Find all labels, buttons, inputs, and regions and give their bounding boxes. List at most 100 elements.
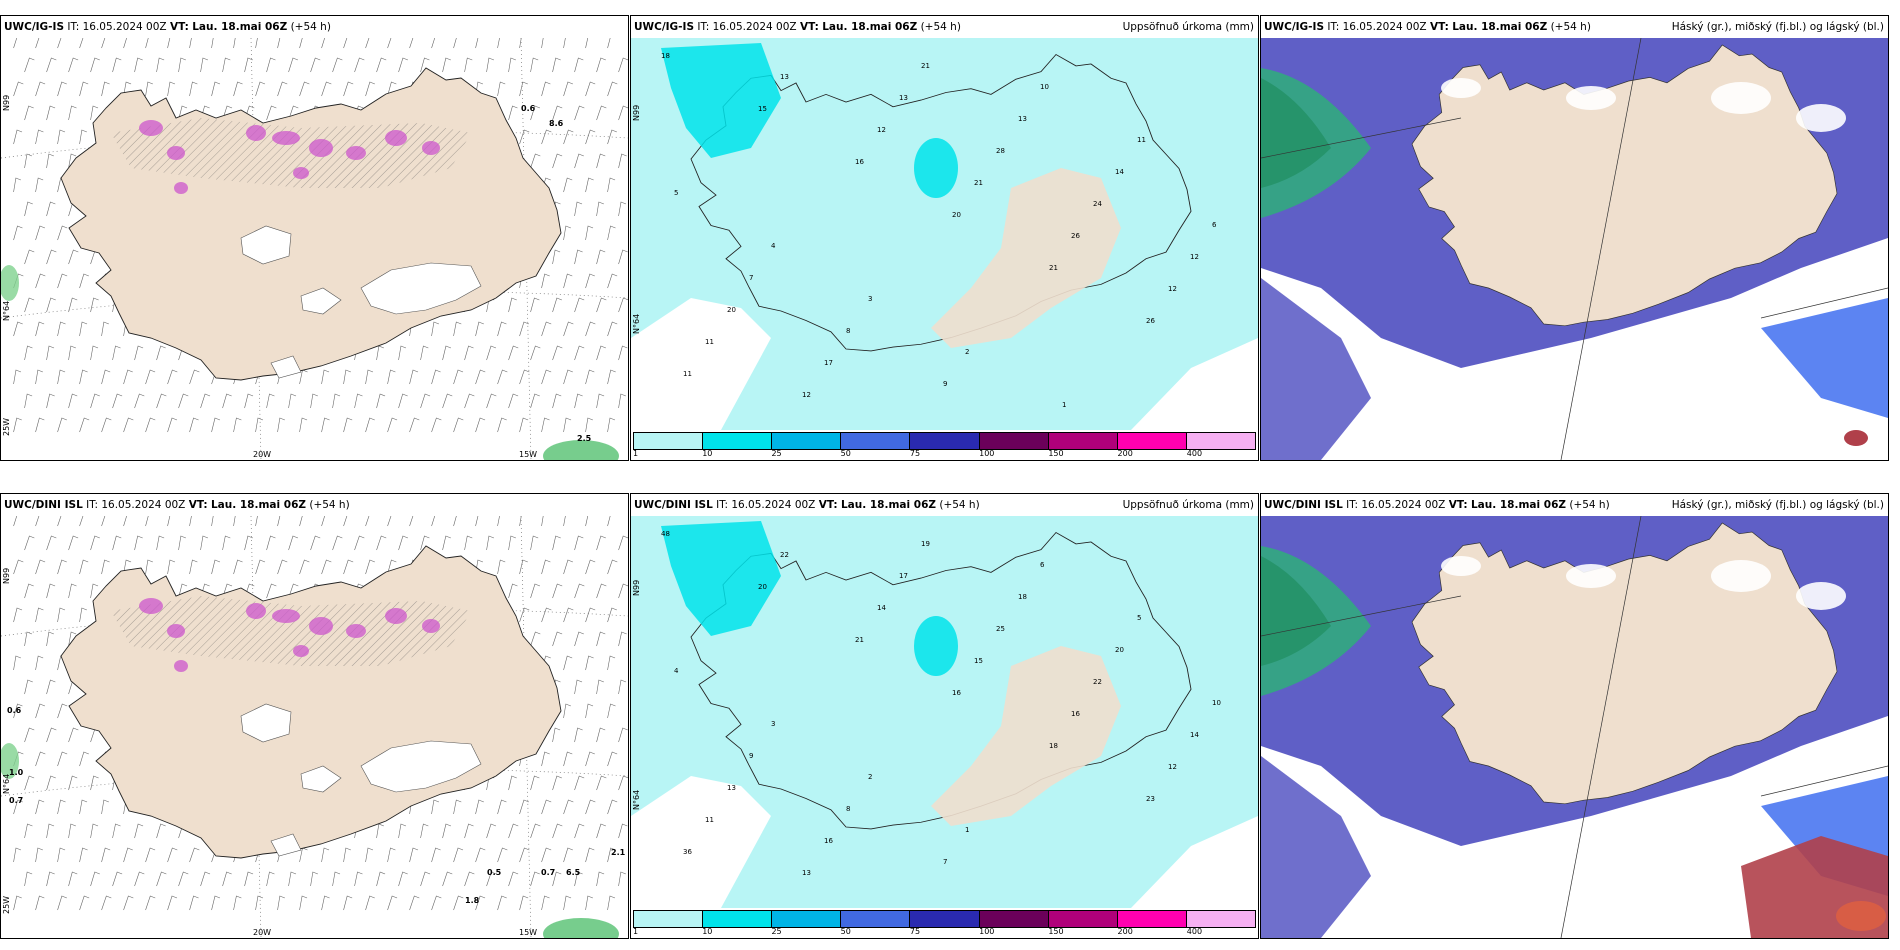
- wind-barb: [288, 583, 299, 599]
- wind-barb: [376, 535, 387, 551]
- wind-barb: [57, 38, 62, 49]
- precip-at-sea: [543, 918, 619, 938]
- scale-tick-label: 50: [840, 927, 851, 936]
- scale-swatch: [979, 433, 1049, 449]
- wind-barb: [497, 559, 506, 575]
- wind-barb: [145, 847, 156, 863]
- wind-barb: [211, 38, 214, 49]
- wind-barb: [519, 847, 530, 863]
- wind-barb: [563, 273, 573, 289]
- wind-barb: [607, 38, 611, 49]
- wind-map: [1, 516, 628, 938]
- wind-barb: [563, 38, 566, 49]
- wind-barb: [530, 105, 541, 121]
- wind-barb: [552, 535, 561, 551]
- scale-swatch: [1048, 433, 1118, 449]
- wind-barb: [189, 417, 199, 433]
- wind-barb: [541, 607, 552, 623]
- scale-tick-label: 400: [1186, 927, 1203, 936]
- wind-barb: [145, 81, 153, 97]
- wind-barb: [24, 775, 35, 791]
- scale-tick-label: 1: [633, 449, 639, 458]
- wind-barb: [442, 393, 453, 409]
- wind-barb: [431, 516, 436, 527]
- precip-value: 14: [1190, 731, 1199, 739]
- wind-barb: [365, 369, 374, 385]
- wind-barb: [618, 535, 628, 551]
- precip-value: 12: [1168, 285, 1177, 293]
- wind-barb: [486, 57, 495, 73]
- snow-cell: [293, 167, 309, 179]
- wind-barb: [112, 393, 123, 409]
- wind-barb: [299, 81, 310, 97]
- scale-swatch: [1186, 433, 1255, 449]
- cloud-map: [1261, 38, 1888, 460]
- precip-value: 18: [1018, 593, 1027, 601]
- init-time: IT: 16.05.2024 00Z: [1327, 21, 1427, 33]
- wind-barb: [79, 751, 89, 767]
- precip-value: 12: [877, 126, 886, 134]
- wind-barb: [13, 516, 18, 527]
- wind-barb: [387, 369, 396, 385]
- wind-barb: [420, 57, 430, 73]
- wind-barb: [607, 703, 616, 719]
- wind-barb: [145, 559, 153, 575]
- panel-header: UWC/IG-IS IT: 16.05.2024 00Z VT: Lau. 18…: [631, 16, 1258, 38]
- wind-barb: [189, 559, 198, 575]
- wind-barb: [167, 417, 178, 433]
- wind-barb: [585, 177, 594, 193]
- wind-barb: [35, 38, 40, 49]
- wind-barb: [266, 583, 277, 599]
- wind-barb: [596, 345, 606, 361]
- snow-cell: [309, 617, 333, 635]
- precip-value: 11: [1137, 136, 1146, 144]
- scale-tick-label: 75: [909, 927, 921, 936]
- wind-barb: [123, 559, 132, 575]
- precip-value: 18: [661, 52, 670, 60]
- wind-barb: [398, 57, 409, 73]
- wind-barb: [541, 895, 550, 911]
- glacier-area: [360, 262, 482, 315]
- wind-barb: [508, 57, 516, 73]
- wind-barb: [79, 273, 89, 289]
- wind-barb: [585, 607, 596, 623]
- precip-value: 7: [943, 858, 947, 866]
- value-label: 6.5: [566, 868, 581, 877]
- wind-barb: [145, 417, 156, 433]
- lead-time: (+54 h): [920, 21, 961, 33]
- wind-barb: [222, 535, 231, 551]
- wind-barb: [57, 129, 66, 145]
- wind-barb: [35, 607, 44, 623]
- wind-barb: [101, 321, 109, 337]
- panel-title: Uppsöfnuð úrkoma (mm): [1122, 499, 1254, 511]
- wind-barb: [299, 38, 303, 49]
- scale-tick-label: 100: [979, 927, 995, 936]
- wind-barb: [123, 369, 133, 385]
- wind-barb: [343, 81, 354, 97]
- wind-barb: [79, 516, 84, 527]
- wind-barb: [486, 823, 497, 839]
- init-time: IT: 16.05.2024 00Z: [716, 499, 816, 511]
- precip-value: 13: [727, 784, 736, 792]
- wind-barb: [420, 823, 429, 839]
- wind-barb: [90, 583, 99, 599]
- precip-value: 20: [952, 211, 961, 219]
- init-time: IT: 16.05.2024 00Z: [1346, 499, 1446, 511]
- wind-barb: [618, 727, 628, 743]
- wind-barb: [464, 871, 475, 887]
- wind-barb: [530, 871, 540, 887]
- wind-barb: [508, 105, 518, 121]
- wind-barb: [530, 823, 541, 839]
- wind-barb: [519, 895, 529, 911]
- lon-label: 20W: [253, 450, 272, 459]
- wind-barb: [431, 321, 440, 337]
- wind-barb: [343, 559, 354, 575]
- wind-barb: [497, 417, 507, 433]
- wind-barb: [35, 799, 45, 815]
- valid-time-label: VT:: [1448, 499, 1468, 511]
- wind-barb: [178, 57, 186, 73]
- precip-value: 18: [1049, 742, 1058, 750]
- wind-barb: [24, 535, 35, 551]
- wind-barb: [79, 607, 87, 623]
- snow-cell: [346, 624, 366, 638]
